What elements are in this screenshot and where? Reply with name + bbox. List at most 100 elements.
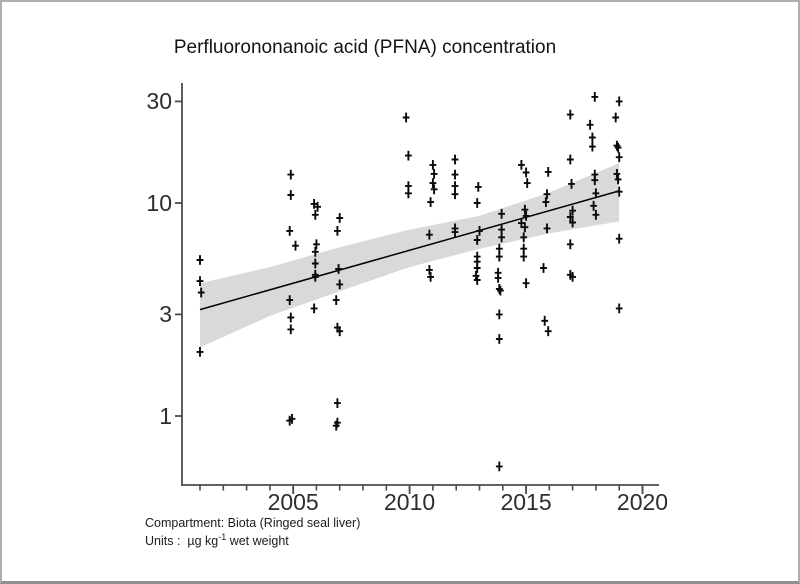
data-point-marker [494,273,502,283]
data-point-marker [566,239,574,250]
data-point-marker [473,275,481,285]
data-point-marker [334,398,341,408]
data-point-marker [451,227,459,237]
data-point-marker [405,150,412,161]
data-point-marker [196,255,204,265]
data-point-marker [405,188,412,199]
data-point-marker [589,132,596,143]
chart-title: Perfluorononanoic acid (PFNA) concentrat… [173,37,557,58]
data-point-marker [311,246,319,257]
data-point-marker [495,334,503,344]
data-point-marker [541,315,549,326]
data-point-marker [590,200,597,211]
data-point-marker [612,112,620,123]
data-point-marker [615,303,623,314]
data-point-marker [451,189,459,200]
data-point-marker [592,188,600,199]
x-tick-label: 2010 [384,489,436,515]
footnote-units: Units : µg kg-1 wet weight [145,533,289,549]
x-tick-label: 2020 [616,489,669,515]
data-point-marker [336,213,344,223]
data-point-marker [586,119,594,130]
x-tick-label: 2015 [500,489,552,515]
data-point-marker [544,167,552,177]
confidence-band [200,163,620,348]
data-point-marker [543,189,551,200]
y-tick-label: 3 [159,300,172,327]
data-point-marker [540,263,547,273]
y-tick-label: 1 [159,402,172,429]
data-point-marker [286,295,294,305]
data-point-marker [521,204,529,215]
data-point-marker [568,179,575,189]
data-point-marker [613,169,621,179]
data-point-marker [451,169,459,180]
data-point-marker [427,197,434,207]
data-point-marker [591,92,599,102]
data-point-marker [334,226,341,236]
data-point-marker [429,160,437,170]
data-point-marker [615,152,623,163]
data-point-marker [335,264,342,274]
data-point-marker [426,229,433,240]
data-point-marker [426,265,433,275]
data-point-marker [523,178,531,188]
data-point-marker [521,222,529,233]
data-point-marker [430,169,438,179]
footnote-compartment: Compartment: Biota (Ringed seal liver) [145,516,361,530]
data-point-marker [614,174,622,185]
data-point-marker [544,326,552,337]
data-point-marker [310,303,318,314]
data-point-marker [473,235,481,245]
data-point-marker [311,272,319,282]
data-point-marker [334,417,341,428]
data-point-marker [311,209,319,220]
data-point-marker [336,326,344,337]
data-point-marker [495,309,503,320]
units-suffix: wet weight [226,534,289,548]
data-point-marker [288,413,296,424]
data-point-marker [310,199,318,209]
data-point-marker [615,233,623,244]
data-point-marker [336,279,344,290]
data-point-marker [543,223,551,234]
data-point-marker [542,197,550,207]
data-point-marker [497,285,504,296]
units-label: Units : [145,534,188,548]
data-point-marker [495,251,503,262]
x-tick-label: 2005 [267,489,319,515]
data-point-marker [473,198,481,208]
data-point-marker [476,226,483,236]
data-point-marker [591,175,599,186]
units-value: µg kg [187,534,219,548]
data-point-marker [451,154,459,165]
data-point-marker [287,190,295,200]
data-point-marker [614,142,622,153]
data-point-marker [566,212,574,222]
data-point-marker [427,272,434,282]
data-point-marker [287,312,295,323]
data-point-marker [196,276,204,286]
y-tick-label: 10 [146,189,172,216]
data-point-marker [520,251,528,262]
data-point-marker [287,169,295,180]
data-point-marker [522,167,530,178]
data-point-marker [518,160,525,170]
data-point-marker [518,218,525,228]
data-point-marker [287,324,295,335]
trend-line [199,190,620,311]
data-point-marker [592,209,600,220]
data-point-marker [332,295,340,305]
data-point-marker [196,347,204,357]
data-point-marker [615,96,623,107]
data-point-marker [197,287,205,298]
data-point-marker [286,226,294,236]
data-point-marker [522,278,530,289]
data-point-marker [314,201,321,212]
data-point-marker [566,154,574,165]
data-point-marker [569,217,576,228]
data-point-marker [589,141,596,152]
data-point-marker [429,178,437,188]
